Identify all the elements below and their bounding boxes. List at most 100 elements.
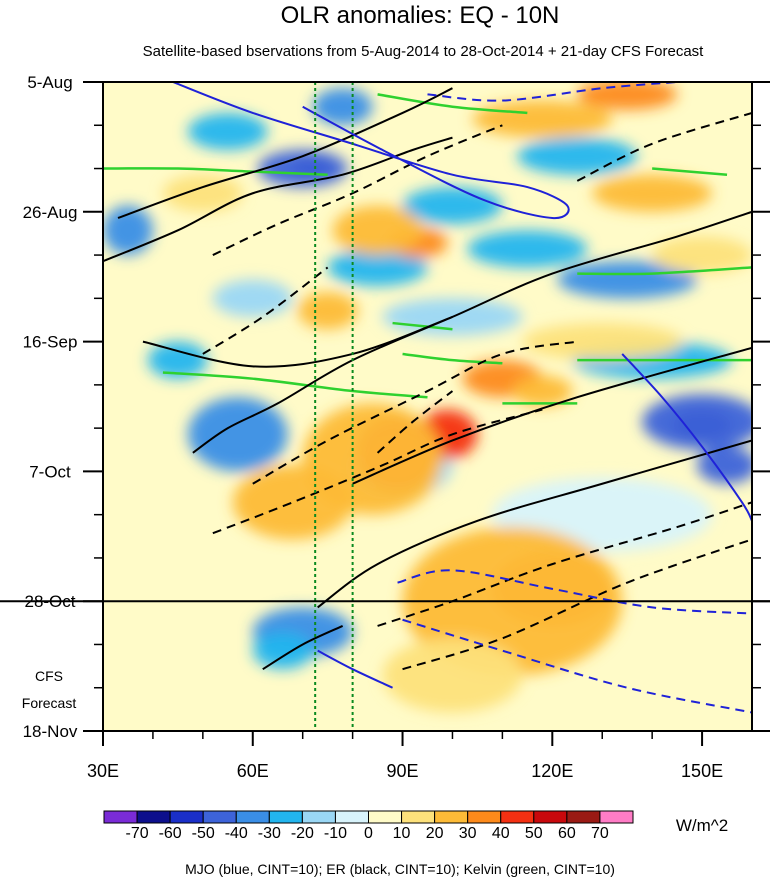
mjo-contour <box>317 649 393 689</box>
er-contour <box>212 408 543 535</box>
er-contour <box>252 340 578 485</box>
anomaly-blob <box>652 236 752 274</box>
colorbar: -70 -60 -50 -40 -30 -20 -10 0 10 20 30 40 50 60 70 <box>103 810 634 842</box>
colorbar-swatch <box>401 810 436 824</box>
anomaly-blob <box>103 205 153 256</box>
forecast-label-line1: CFS <box>35 668 63 684</box>
colorbar-label: 0 <box>364 825 373 842</box>
chart-title: OLR anomalies: EQ - 10N <box>281 2 560 29</box>
anomaly-blob <box>382 638 523 713</box>
anomaly-blob <box>297 292 358 330</box>
y-tick-label: 28-Oct <box>24 592 75 611</box>
anomaly-blob <box>467 230 588 268</box>
y-tick-label: 7-Oct <box>29 462 71 481</box>
er-contour <box>117 87 453 219</box>
mjo-contour <box>621 353 752 522</box>
anomaly-blob <box>332 205 423 256</box>
anomaly-blob <box>642 394 752 450</box>
colorbar-swatch <box>202 810 237 824</box>
anomaly-blob <box>252 632 313 670</box>
anomaly-blob <box>577 82 678 110</box>
mjo-contour <box>397 569 752 615</box>
colorbar-swatch <box>599 810 634 824</box>
footer-legend: MJO (blue, CINT=10); ER (black, CINT=10)… <box>185 861 615 877</box>
y-tick-label: 5-Aug <box>27 73 72 92</box>
colorbar-label: 70 <box>591 825 609 842</box>
colorbar-label: -60 <box>159 825 182 842</box>
colorbar-label: 60 <box>558 825 576 842</box>
colorbar-swatch <box>169 810 204 824</box>
anomaly-blob <box>187 112 268 150</box>
anomaly-blob <box>512 375 573 407</box>
er-contour <box>402 538 752 671</box>
kelvin-contour <box>377 93 528 115</box>
y-tick-label: 16-Sep <box>23 333 78 352</box>
colorbar-label: -30 <box>258 825 281 842</box>
x-tick-label: 90E <box>387 761 419 781</box>
x-tick-label: 150E <box>681 761 723 781</box>
colorbar-label: 40 <box>492 825 510 842</box>
wave-contours <box>103 82 752 714</box>
colorbar-swatch <box>500 810 535 824</box>
anomaly-blob <box>472 100 613 138</box>
colorbar-swatch <box>368 810 403 824</box>
colorbar-swatch <box>136 810 171 824</box>
kelvin-contour <box>162 371 428 399</box>
forecast-label-line2: Forecast <box>22 695 77 711</box>
mjo-contour <box>427 82 678 102</box>
colorbar-swatch <box>533 810 568 824</box>
colorbar-swatch <box>235 810 270 824</box>
plot-frame <box>102 81 753 732</box>
y-tick-label: 26-Aug <box>23 203 78 222</box>
anomaly-blob <box>522 323 683 361</box>
colorbar-label: -50 <box>192 825 215 842</box>
kelvin-contour <box>103 167 328 176</box>
reference-longitude-lines <box>314 82 354 731</box>
x-tick-label: 30E <box>87 761 119 781</box>
anomaly-blob <box>402 187 503 225</box>
colorbar-label: 20 <box>426 825 444 842</box>
colorbar-swatch <box>434 810 469 824</box>
kelvin-contour <box>392 321 453 331</box>
x-tick-label: 120E <box>531 761 573 781</box>
anomaly-blob <box>557 261 698 299</box>
anomaly-blob <box>312 88 373 126</box>
colorbar-units: W/m^2 <box>676 816 728 835</box>
colorbar-label: 10 <box>393 825 411 842</box>
colorbar-label: -70 <box>126 825 149 842</box>
colorbar-swatch <box>103 810 138 824</box>
colorbar-label: 30 <box>459 825 477 842</box>
colorbar-label: -40 <box>225 825 248 842</box>
er-contour <box>142 315 453 368</box>
y-tick-label: 18-Nov <box>23 722 78 741</box>
kelvin-contour <box>652 167 728 176</box>
colorbar-label: -20 <box>291 825 314 842</box>
olr-anomaly-field <box>103 82 752 713</box>
anomaly-blob <box>162 174 243 212</box>
anomaly-blob <box>697 446 752 484</box>
er-contour <box>576 111 752 182</box>
anomaly-blob <box>147 341 208 379</box>
er-contour <box>317 439 752 609</box>
colorbar-swatch <box>334 810 369 824</box>
mjo-contour <box>172 82 570 219</box>
er-contour <box>202 266 329 355</box>
x-tick-label: 60E <box>237 761 269 781</box>
colorbar-label: -10 <box>324 825 347 842</box>
er-contour <box>376 390 454 454</box>
colorbar-label: 50 <box>525 825 543 842</box>
er-contour <box>377 501 752 627</box>
kelvin-contour <box>402 352 503 365</box>
er-contour <box>103 136 453 263</box>
er-contour <box>212 124 503 256</box>
colorbar-swatch <box>467 810 502 824</box>
colorbar-swatch <box>268 810 303 824</box>
anomaly-blob <box>232 465 353 540</box>
anomaly-blob <box>517 137 638 175</box>
axes: 5-Aug 26-Aug 16-Sep 7-Oct 28-Oct 18-Nov 30E 60E… <box>23 73 770 781</box>
anomaly-blob <box>592 174 713 212</box>
er-contour <box>262 625 344 671</box>
colorbar-swatch <box>566 810 601 824</box>
anomaly-blob <box>187 397 288 472</box>
